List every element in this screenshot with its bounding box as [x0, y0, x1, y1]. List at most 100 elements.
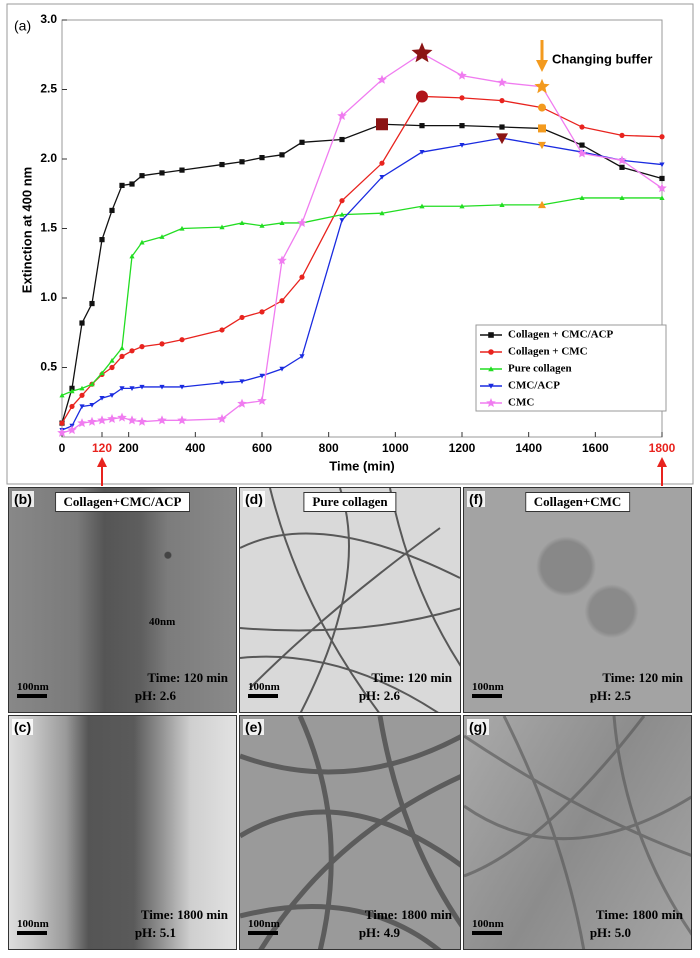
marker: [57, 427, 67, 437]
marker: [657, 183, 667, 193]
marker: [139, 344, 145, 350]
marker: [499, 98, 505, 104]
micrograph: (f) Collagen+CMC 100nm Time: 120 min pH:…: [463, 487, 692, 713]
y-tick-label: 3.0: [40, 12, 57, 26]
legend-label: Collagen + CMC/ACP: [508, 329, 614, 341]
marker: [179, 167, 185, 173]
marker: [259, 309, 265, 315]
time: Time: 120 min: [147, 670, 228, 685]
marker: [419, 149, 425, 155]
y-axis-title: Extinction at 400 nm: [19, 167, 34, 293]
x-tick-label: 200: [119, 441, 139, 455]
marker: [459, 95, 465, 101]
marker: [499, 124, 505, 130]
x-tick-label: 400: [185, 441, 205, 455]
marker: [339, 218, 345, 223]
ph: pH: 2.5: [589, 688, 631, 703]
marker: [139, 239, 145, 245]
x-tick-label: 1400: [515, 441, 542, 455]
marker: [89, 300, 95, 307]
marker: [411, 42, 433, 63]
panel-label: (e): [243, 719, 265, 735]
marker: [159, 341, 165, 347]
legend-marker: [486, 398, 496, 407]
marker: [69, 388, 75, 394]
panel-label: (c): [12, 719, 34, 735]
marker: [279, 298, 285, 304]
marker: [497, 77, 507, 87]
marker: [109, 357, 115, 363]
ph: pH: 4.9: [358, 925, 400, 940]
marker: [129, 181, 135, 187]
legend-label: CMC/ACP: [508, 380, 560, 392]
panel-title: Pure collagen: [303, 492, 397, 512]
marker: [159, 170, 165, 176]
micrograph: (g) 100nm Time: 1800 min pH: 5.0: [463, 715, 692, 950]
marker: [538, 124, 546, 133]
panel-label: (g): [467, 719, 489, 735]
marker: [139, 384, 145, 390]
marker: [579, 195, 585, 200]
y-tick-label: 1.5: [40, 221, 57, 235]
legend-label: Pure collagen: [508, 363, 572, 375]
marker: [534, 78, 550, 94]
arrow-head: [97, 457, 107, 467]
marker: [99, 370, 105, 376]
panel-title: Collagen+CMC/ACP: [54, 492, 191, 512]
marker: [257, 395, 267, 405]
marker: [459, 203, 465, 209]
chart: (a) Extinction at 400 nm Time (min) 0.5 1…: [6, 3, 694, 486]
marker: [219, 380, 225, 386]
marker: [239, 379, 245, 384]
marker: [119, 386, 125, 391]
legend-marker: [488, 332, 494, 338]
x-axis-title: Time (min): [329, 458, 395, 473]
marker: [219, 224, 225, 230]
marker: [259, 223, 265, 228]
marker: [419, 203, 425, 209]
marker: [297, 217, 307, 227]
marker: [277, 255, 287, 265]
marker: [459, 123, 465, 129]
marker: [109, 364, 115, 371]
marker: [69, 385, 75, 391]
ph: pH: 5.0: [589, 925, 631, 940]
marker: [339, 136, 345, 143]
marker: [619, 164, 625, 170]
marker: [619, 132, 625, 138]
marker: [459, 143, 465, 148]
marker: [79, 385, 85, 391]
x-tick-label: 1600: [582, 441, 609, 455]
x-tick-label: 1200: [449, 441, 476, 455]
time: Time: 120 min: [602, 670, 683, 685]
marker: [219, 161, 225, 168]
marker: [159, 384, 165, 390]
x-tick-label: 1800: [649, 441, 676, 455]
marker: [379, 160, 385, 166]
panel-label: (b): [12, 491, 34, 507]
marker: [79, 320, 85, 326]
marker: [579, 142, 585, 148]
y-tick-label: 1.0: [40, 290, 57, 304]
marker: [659, 162, 665, 168]
marker: [577, 148, 587, 158]
marker: [179, 337, 185, 343]
marker: [97, 415, 107, 425]
legend-marker: [488, 349, 494, 355]
x-tick-label: 1000: [382, 441, 409, 455]
marker: [659, 195, 665, 200]
marker: [109, 207, 115, 214]
marker: [179, 225, 185, 231]
marker: [89, 402, 95, 408]
marker: [129, 253, 135, 259]
marker: [177, 415, 187, 425]
y-tick-label: 2.0: [40, 151, 57, 165]
scale-bar: 100nm: [17, 918, 49, 935]
ph: pH: 2.6: [134, 688, 176, 703]
annotation: 40nm: [149, 616, 176, 628]
time: Time: 1800 min: [595, 907, 683, 922]
scale-bar: 100nm: [248, 681, 280, 698]
marker: [139, 173, 145, 179]
marker: [79, 404, 85, 410]
marker: [129, 386, 135, 391]
